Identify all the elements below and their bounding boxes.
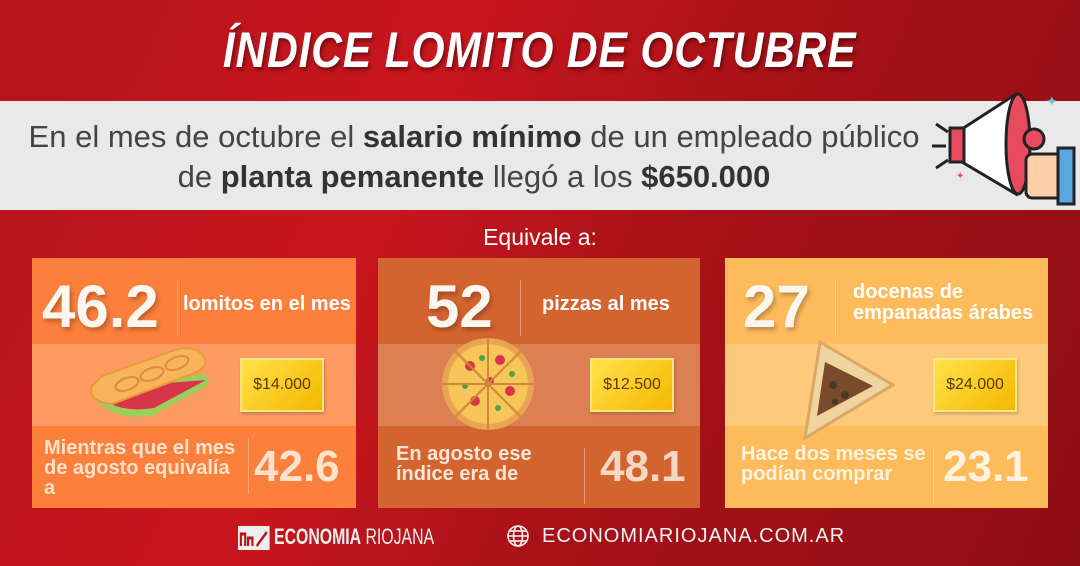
divider	[248, 438, 249, 494]
divider	[933, 448, 934, 504]
divider	[584, 448, 585, 504]
megaphone-icon: ✦✦	[932, 91, 1076, 206]
intro-bold: planta pemanente	[220, 159, 485, 194]
card-bottom-text: Hace dos meses se podían comprar	[741, 443, 926, 485]
intro-part: de un empleado público de	[177, 119, 920, 194]
divider	[520, 280, 521, 336]
brand-name: ECONOMIA	[274, 524, 362, 549]
card-pizzas: 52 pizzas al mes $12.500 En agosto ese í…	[378, 258, 700, 508]
card-value: 46.2	[42, 273, 159, 340]
card-label: pizzas al mes	[542, 293, 670, 315]
card-previous-value: 23.1	[943, 442, 1029, 491]
empanada-icon	[803, 340, 895, 440]
website-url[interactable]: ECONOMIARIOJANA.COM.AR	[542, 524, 846, 547]
pizza-icon	[442, 338, 534, 430]
globe-icon	[507, 525, 529, 547]
card-previous-value: 42.6	[254, 442, 340, 491]
svg-text:✦: ✦	[956, 171, 964, 182]
divider	[177, 280, 178, 336]
card-value: 27	[743, 273, 810, 340]
intro-salary: $650.000	[641, 159, 771, 194]
price-tag: $12.500	[590, 358, 674, 412]
card-empanadas: 27 docenas de empanadas árabes $24.000 H…	[725, 258, 1048, 508]
card-bottom-text: En agosto ese índice era de	[396, 443, 532, 485]
equivale-label: Equivale a:	[483, 224, 597, 250]
intro-bold: salario mínimo	[362, 119, 582, 154]
website[interactable]: ECONOMIARIOJANA.COM.AR	[506, 524, 845, 548]
footer: ECONOMIA RIOJANA ECONOMIARIOJANA.COM.AR	[0, 522, 1080, 552]
intro-text: En el mes de octubre el salario mínimo d…	[24, 117, 924, 197]
card-bottom-text: Mientras que el mes de agosto equivalía …	[44, 437, 236, 499]
title-bar: ÍNDICE LOMITO DE OCTUBRE	[0, 0, 1080, 100]
brand-logo: ECONOMIA RIOJANA	[238, 524, 434, 550]
page-title: ÍNDICE LOMITO DE OCTUBRE	[223, 22, 857, 78]
intro-part: llegó a los	[484, 159, 642, 194]
card-lomitos: 46.2 lomitos en el mes $14.000 Mientras …	[32, 258, 356, 508]
card-label: lomitos en el mes	[183, 293, 351, 315]
card-label: docenas de empanadas árabes	[853, 281, 1034, 324]
price-tag: $14.000	[240, 358, 324, 412]
intro-part: En el mes de octubre el	[28, 119, 363, 154]
intro-band: En el mes de octubre el salario mínimo d…	[0, 101, 1080, 210]
price-tag: $24.000	[933, 358, 1017, 412]
card-previous-value: 48.1	[600, 442, 686, 491]
divider	[835, 280, 836, 336]
logo-icon	[238, 526, 270, 550]
card-value: 52	[426, 273, 493, 340]
sandwich-icon	[90, 347, 209, 417]
svg-text:✦: ✦	[1046, 93, 1058, 109]
brand-name-2: RIOJANA	[365, 524, 435, 549]
